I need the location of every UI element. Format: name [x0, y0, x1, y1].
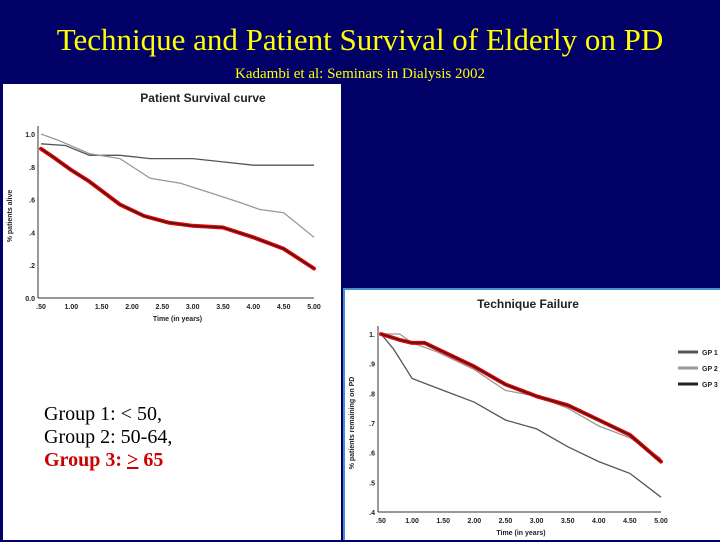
technique-x-tick-label: 2.50 — [499, 518, 513, 525]
group-3-label: Group 3: > 65 — [44, 449, 334, 472]
technique-y-tick-label: .8 — [369, 391, 375, 398]
survival-series-gp2-line — [40, 133, 315, 238]
technique-x-tick-label: 3.50 — [561, 518, 575, 525]
survival-y-axis-label: % patients alive — [7, 190, 14, 243]
survival-y-tick-label: .2 — [29, 263, 35, 270]
group-3-prefix: Group 3: — [44, 449, 127, 471]
group-legend-box — [3, 334, 341, 540]
technique-series-gp3-line — [380, 333, 662, 463]
survival-y-tick-label: .6 — [29, 198, 35, 205]
technique-y-tick-label: .9 — [369, 362, 375, 369]
group-1-label: Group 1: < 50, — [44, 403, 162, 425]
technique-chart-title: Technique Failure — [477, 297, 579, 311]
survival-x-tick-label: 3.50 — [216, 304, 230, 311]
technique-y-tick-label: .6 — [369, 451, 375, 458]
technique-series-gp3-highlight — [379, 332, 663, 464]
survival-x-tick-label: 3.00 — [186, 304, 200, 311]
technique-x-axis-label: Time (in years) — [496, 530, 545, 537]
technique-legend-label: GP 1 — [702, 350, 718, 357]
technique-y-tick-label: .4 — [369, 510, 375, 517]
survival-x-tick-label: 2.50 — [156, 304, 170, 311]
survival-y-tick-label: .4 — [29, 230, 35, 237]
survival-x-tick-label: .50 — [36, 304, 46, 311]
technique-series-gp2-line — [381, 333, 662, 460]
technique-legend-label: GP 3 — [702, 382, 718, 389]
greater-equal-symbol: > — [126, 449, 139, 471]
slide-subtitle: Kadambi et al: Seminars in Dialysis 2002 — [0, 66, 720, 83]
survival-y-tick-label: 0.0 — [25, 296, 35, 303]
technique-x-tick-label: 4.50 — [623, 518, 637, 525]
technique-y-tick-label: .5 — [369, 480, 375, 487]
technique-x-tick-label: 5.00 — [654, 518, 668, 525]
survival-x-axis-label: Time (in years) — [153, 316, 202, 323]
group-2-label: Group 2: 50-64, — [44, 426, 173, 448]
technique-y-axis-label: % patients remaining on PD — [349, 377, 356, 470]
survival-y-tick-label: .8 — [29, 165, 35, 172]
technique-series-gp1-line — [380, 333, 662, 498]
technique-x-tick-label: 4.00 — [592, 518, 606, 525]
survival-x-tick-label: 5.00 — [307, 304, 321, 311]
technique-x-tick-label: 3.00 — [530, 518, 544, 525]
survival-series-gp3-line — [40, 148, 315, 270]
survival-series-gp3-highlight — [39, 146, 316, 271]
survival-x-tick-label: 1.50 — [95, 304, 109, 311]
slide-title: Technique and Patient Survival of Elderl… — [56, 22, 664, 57]
technique-x-tick-label: 1.00 — [405, 518, 419, 525]
technique-x-tick-label: .50 — [376, 518, 386, 525]
survival-chart-title: Patient Survival curve — [140, 91, 266, 105]
survival-x-tick-label: 1.00 — [65, 304, 79, 311]
technique-y-tick-label: .7 — [369, 421, 375, 428]
technique-failure-chart-panel: Technique Failure .4 .5 .6 .7 .8 .9 1. .50 1.00 1.… — [343, 288, 720, 540]
survival-x-tick-label: 4.00 — [247, 304, 261, 311]
technique-x-tick-label: 1.50 — [436, 518, 450, 525]
survival-series-gp1-line — [40, 143, 314, 166]
survival-y-tick-label: 1.0 — [25, 132, 35, 139]
group-3-suffix: 65 — [138, 449, 164, 471]
patient-survival-chart: Patient Survival curve 0.0 .2 .4 .6 .8 1.0 .50 1… — [7, 91, 321, 323]
technique-legend-label: GP 2 — [702, 366, 718, 373]
citation-text: Kadambi et al: Seminars in Dialysis 2002 — [235, 66, 485, 82]
technique-y-tick-label: 1. — [369, 332, 375, 339]
group-definitions: Group 1: < 50, Group 2: 50-64, Group 3: … — [44, 403, 334, 472]
patient-survival-chart-panel: Patient Survival curve 0.0 .2 .4 .6 .8 1.0 .50 1… — [3, 84, 341, 334]
survival-x-tick-label: 4.50 — [277, 304, 291, 311]
survival-x-tick-label: 2.00 — [125, 304, 139, 311]
technique-x-tick-label: 2.00 — [468, 518, 482, 525]
technique-failure-chart: Technique Failure .4 .5 .6 .7 .8 .9 1. .50 1.00 1.… — [349, 297, 718, 537]
